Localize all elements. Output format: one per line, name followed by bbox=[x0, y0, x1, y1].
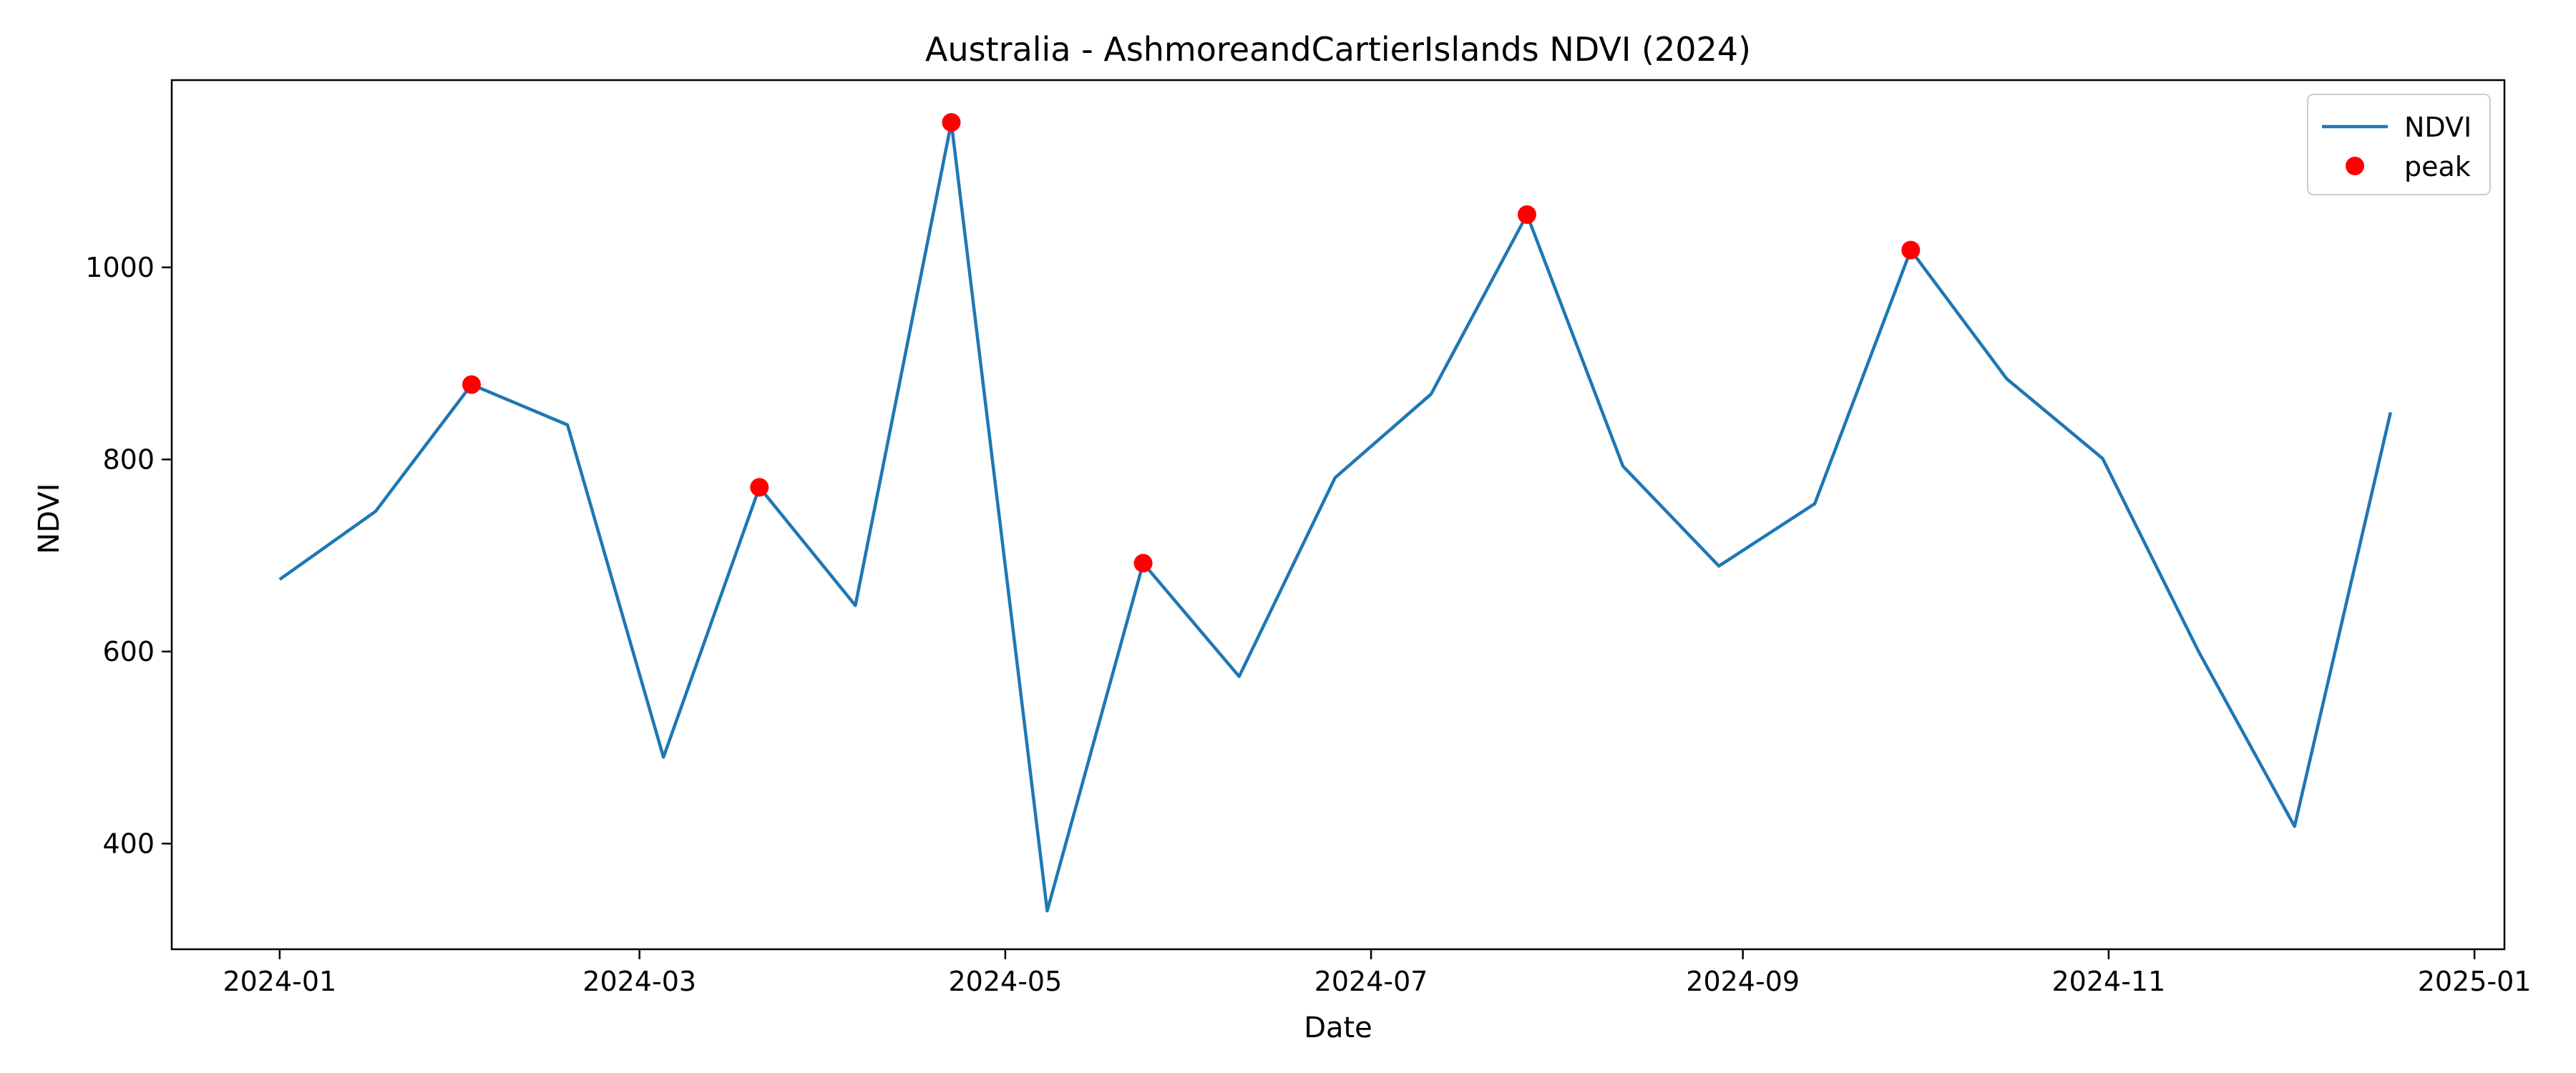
legend-label-peak: peak bbox=[2404, 151, 2471, 182]
peak-marker bbox=[942, 113, 961, 132]
peak-marker bbox=[1901, 240, 1921, 260]
y-tick-label: 600 bbox=[102, 636, 155, 667]
y-tick-label: 800 bbox=[102, 444, 155, 475]
x-tick-label: 2024-07 bbox=[1314, 966, 1428, 997]
y-tick-label: 1000 bbox=[85, 252, 155, 283]
x-axis-ticks: 2024-01 2024-03 2024-05 2024-07 2024-09 2024-… bbox=[223, 949, 2531, 997]
plot-area bbox=[278, 113, 2392, 913]
peak-marker bbox=[1133, 554, 1153, 573]
x-tick-label: 2024-11 bbox=[2051, 966, 2165, 997]
x-tick-label: 2024-09 bbox=[1686, 966, 1800, 997]
peak-marker bbox=[750, 478, 769, 497]
y-tick-label: 400 bbox=[102, 828, 155, 859]
x-tick-label: 2024-01 bbox=[223, 966, 336, 997]
y-axis-ticks: 400 600 800 1000 bbox=[85, 252, 172, 859]
legend-label-ndvi: NDVI bbox=[2404, 112, 2472, 143]
x-tick-label: 2024-05 bbox=[948, 966, 1062, 997]
x-tick-label: 2024-03 bbox=[582, 966, 696, 997]
peak-marker bbox=[1518, 205, 1536, 224]
x-tick-label: 2025-01 bbox=[2418, 966, 2532, 997]
plot-frame bbox=[170, 79, 2506, 951]
legend: NDVI peak bbox=[2307, 94, 2491, 195]
ndvi-series-line bbox=[278, 120, 2392, 913]
peak-marker bbox=[462, 375, 481, 394]
y-axis-label: NDVI bbox=[33, 483, 66, 554]
x-axis-label: Date bbox=[1304, 1011, 1372, 1044]
chart-title: Australia - AshmoreandCartierIslands NDV… bbox=[925, 30, 1751, 69]
legend-peak-swatch bbox=[2346, 157, 2364, 175]
